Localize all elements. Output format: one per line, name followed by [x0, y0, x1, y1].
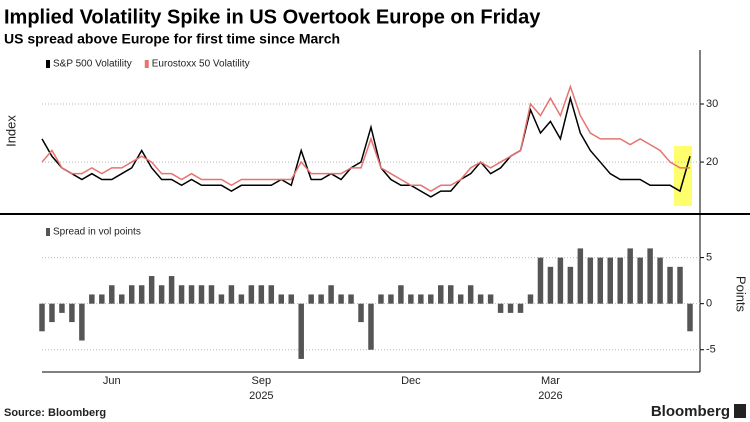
x-year-label: 2026: [538, 390, 562, 402]
bar: [338, 294, 344, 304]
chart-subtitle: US spread above Europe for first time si…: [4, 31, 340, 47]
bar: [49, 303, 55, 323]
bar: [89, 294, 95, 304]
bar: [188, 285, 195, 304]
bar: [178, 285, 185, 304]
legend-label: S&P 500 Volatility: [53, 59, 132, 70]
bar: [607, 257, 613, 304]
bar: [348, 294, 354, 304]
x-tick-label: Jun: [103, 375, 121, 387]
y-axis-label: Points: [734, 276, 749, 313]
bar: [487, 294, 494, 304]
bar: [168, 276, 175, 304]
legend-label: Spread in vol points: [53, 227, 141, 238]
bar: [477, 294, 484, 304]
bar: [507, 303, 514, 313]
bar: [228, 285, 235, 304]
bar: [418, 294, 424, 304]
y-axis-label: Index: [3, 115, 18, 147]
bar: [138, 285, 145, 304]
line-series: [41, 84, 690, 192]
y-tick-label: 30: [706, 98, 718, 110]
bar: [677, 266, 683, 304]
bar: [238, 294, 245, 304]
bar: [657, 257, 663, 304]
bar: [537, 257, 544, 304]
bar: [218, 294, 225, 304]
bar: [258, 285, 265, 304]
bar: [128, 285, 135, 304]
chart-title: Implied Volatility Spike in US Overtook …: [4, 6, 541, 28]
bar: [408, 294, 414, 304]
legend-swatch: [46, 228, 50, 236]
y-tick-label: 5: [706, 252, 712, 264]
brand-icon: [734, 404, 746, 418]
highlight-box: [674, 146, 692, 206]
bar: [59, 303, 65, 313]
bar: [398, 285, 404, 304]
brand: Bloomberg: [651, 403, 730, 420]
bar: [268, 285, 275, 304]
bar: [328, 285, 334, 304]
bar: [597, 257, 604, 304]
bar: [557, 257, 564, 304]
bar: [637, 257, 643, 304]
bar: [109, 285, 115, 304]
bar: [378, 294, 384, 304]
bar: [617, 257, 623, 304]
bar: [577, 248, 584, 304]
bar: [248, 285, 255, 304]
bar: [119, 294, 125, 304]
bar: [148, 276, 155, 304]
bar: [298, 303, 304, 359]
bar: [497, 303, 504, 313]
bar: [438, 285, 444, 304]
bar: [368, 303, 374, 350]
bar: [388, 294, 394, 304]
x-tick-label: Mar: [541, 375, 560, 387]
y-tick-label: 20: [706, 156, 718, 168]
bar: [547, 266, 554, 304]
bar: [647, 248, 653, 304]
bar: [517, 303, 524, 313]
x-year-label: 2025: [249, 390, 273, 402]
bar: [39, 303, 45, 332]
bar: [198, 285, 205, 304]
x-tick-label: Dec: [401, 375, 421, 387]
bar: [208, 285, 215, 304]
bar: [667, 266, 673, 304]
bar: [687, 303, 693, 332]
bar: [288, 294, 294, 304]
bar: [69, 303, 75, 323]
bar: [447, 285, 454, 304]
y-tick-label: -5: [706, 344, 716, 356]
bar: [457, 294, 464, 304]
legend-swatch: [144, 60, 149, 68]
legend-swatch: [46, 60, 50, 68]
bar: [428, 294, 434, 304]
source: Source: Bloomberg: [4, 407, 106, 419]
bar: [99, 294, 105, 304]
bar: [79, 303, 85, 341]
bar: [358, 303, 364, 323]
legend-label: Eurostoxx 50 Volatility: [152, 59, 250, 70]
bar: [567, 266, 574, 304]
bar: [158, 285, 165, 304]
bar: [467, 285, 474, 304]
line-series: [41, 95, 691, 198]
bar: [318, 294, 324, 304]
x-tick-label: Sep: [252, 375, 272, 387]
bar: [278, 294, 285, 304]
y-tick-label: 0: [706, 298, 712, 310]
bar: [587, 257, 594, 304]
bar: [527, 294, 534, 304]
bar: [627, 248, 633, 304]
bar: [308, 294, 314, 304]
